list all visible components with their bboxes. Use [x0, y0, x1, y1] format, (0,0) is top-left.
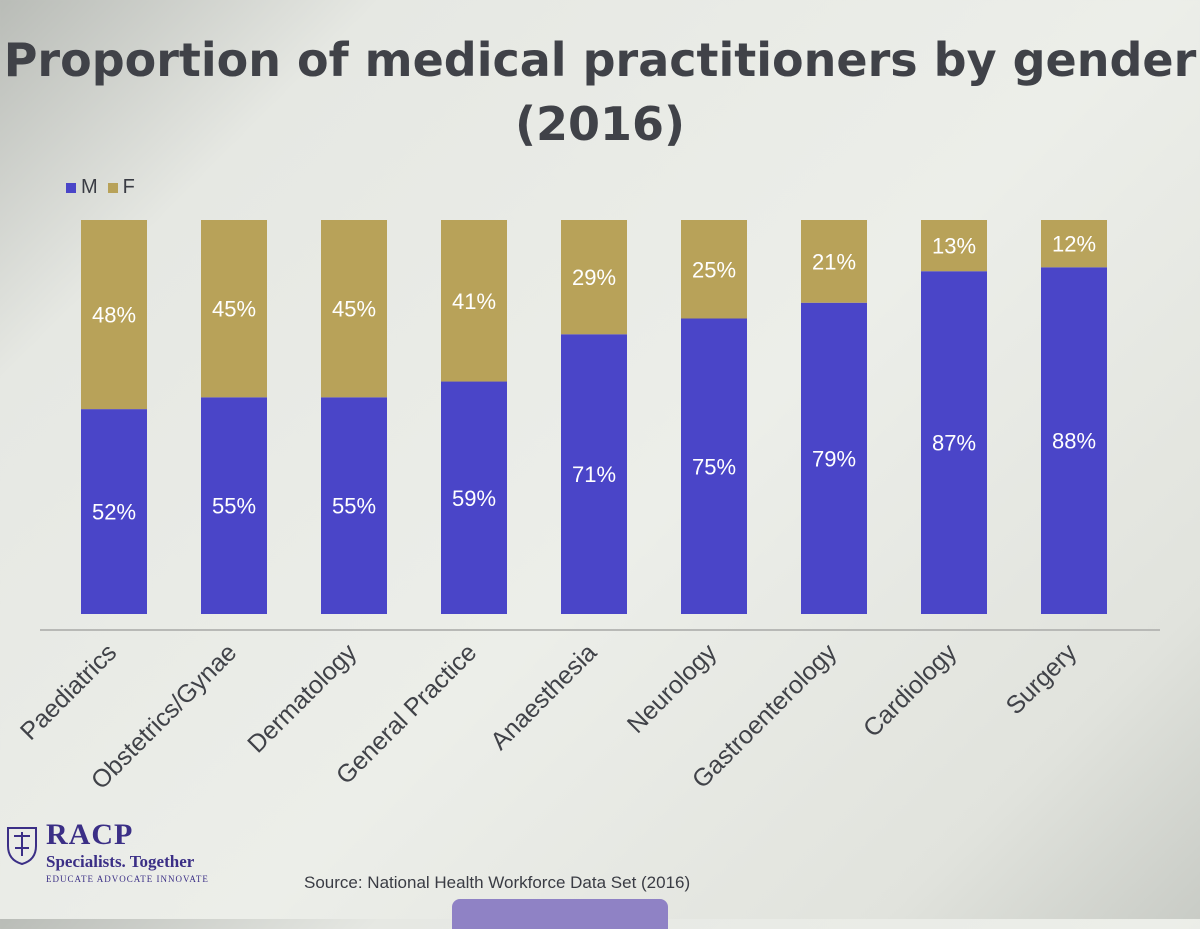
bar-male-2 [321, 397, 387, 614]
data-label-female-0: 48% [92, 303, 136, 328]
source-note: Source: National Health Workforce Data S… [304, 873, 691, 892]
footer-tab [452, 899, 668, 929]
bars-group: 52% 48% 55% 45% 55% 45% 59% 41% 71% 29% 75% 25% 79% 2… [81, 220, 1107, 614]
bar-female-8 [1041, 220, 1107, 268]
crest-icon [7, 827, 37, 866]
data-label-female-4: 29% [572, 265, 616, 290]
data-label-female-6: 21% [812, 249, 856, 274]
x-tick-label-0: Paediatrics [15, 638, 122, 745]
legend-swatch-male [66, 182, 76, 193]
bar-female-6 [801, 220, 867, 303]
x-tick-label-4: Anaesthesia [485, 638, 602, 755]
x-tick-label-7: Cardiology [858, 638, 963, 743]
data-label-male-8: 88% [1052, 429, 1096, 454]
legend-item-female: F [107, 176, 135, 199]
data-label-male-4: 71% [572, 462, 616, 487]
data-label-female-5: 25% [692, 257, 736, 282]
logo-tagline: Specialists. Together [46, 852, 195, 871]
x-tick-label-2: Dermatology [242, 638, 362, 758]
data-label-male-0: 52% [92, 500, 136, 525]
data-label-female-3: 41% [452, 289, 496, 314]
logo-brand: RACP [46, 818, 134, 851]
bar-female-0 [81, 220, 147, 410]
racp-logo: RACP Specialists. Together EDUCATE ADVOC… [4, 818, 234, 898]
data-label-female-2: 45% [332, 297, 376, 322]
bar-female-5 [681, 220, 747, 319]
legend-swatch-female [107, 182, 118, 193]
legend: M F [66, 176, 145, 199]
bar-male-1 [201, 397, 267, 614]
chart-title: Proportion of medical practitioners by g… [3, 33, 1197, 151]
bar-female-4 [561, 220, 627, 335]
bar-male-6 [801, 302, 867, 614]
bar-male-7 [921, 271, 987, 614]
data-label-male-7: 87% [932, 431, 976, 456]
data-label-male-5: 75% [692, 454, 736, 479]
data-label-female-7: 13% [932, 234, 976, 259]
data-label-male-6: 79% [812, 446, 856, 471]
bar-male-0 [81, 409, 147, 614]
legend-item-male: M [66, 176, 98, 199]
data-label-female-1: 45% [212, 297, 256, 322]
data-label-male-3: 59% [452, 486, 496, 511]
legend-label-male: M [81, 176, 98, 198]
bar-female-2 [321, 220, 387, 398]
bar-male-8 [1041, 267, 1107, 614]
logo-subtagline: EDUCATE ADVOCATE INNOVATE [46, 874, 209, 884]
x-tick-label-5: Neurology [622, 638, 723, 739]
bar-female-1 [201, 220, 267, 398]
bar-male-5 [681, 318, 747, 614]
bar-female-3 [441, 220, 507, 382]
legend-label-female: F [122, 176, 135, 198]
data-label-female-8: 12% [1052, 232, 1096, 257]
data-label-male-2: 55% [332, 494, 376, 519]
data-label-male-1: 55% [212, 494, 256, 519]
x-tick-label-8: Surgery [1001, 638, 1083, 720]
bar-female-7 [921, 220, 987, 272]
bar-male-4 [561, 334, 627, 614]
bar-male-3 [441, 381, 507, 614]
